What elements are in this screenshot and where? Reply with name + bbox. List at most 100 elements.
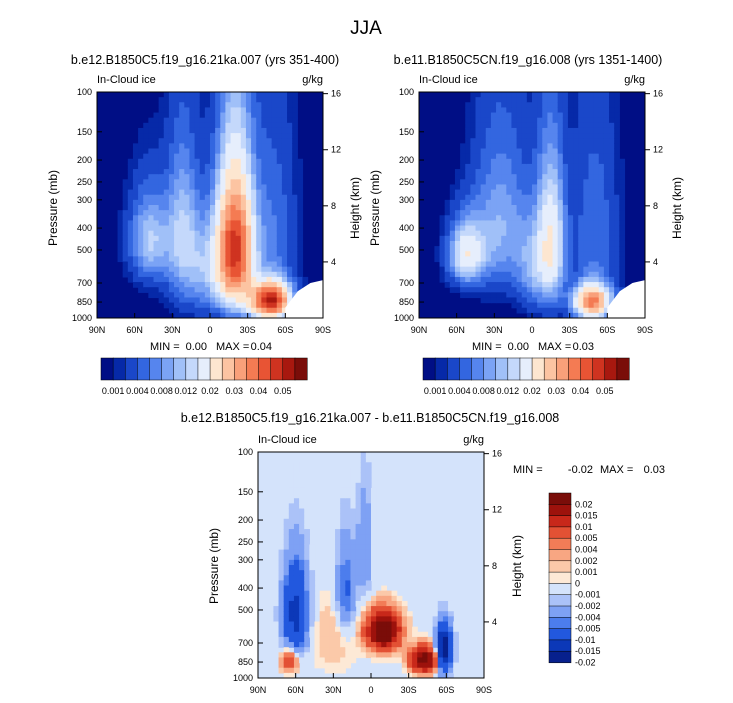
contour-cell xyxy=(562,210,569,216)
contour-cell xyxy=(439,240,446,247)
contour-cell xyxy=(281,205,288,211)
contour-cell xyxy=(532,169,538,175)
colorbar-label: -0.004 xyxy=(575,612,601,622)
contour-cell xyxy=(293,529,300,535)
contour-cell xyxy=(355,529,362,535)
contour-cell xyxy=(371,652,377,659)
contour-cell xyxy=(567,97,574,103)
contour-cell xyxy=(204,148,211,155)
contour-cell xyxy=(204,133,211,139)
contour-cell xyxy=(168,184,175,191)
contour-cell xyxy=(437,636,444,643)
contour-cell xyxy=(460,266,466,273)
contour-cell xyxy=(386,600,393,607)
contour-cell xyxy=(127,266,134,273)
contour-cell xyxy=(598,169,605,175)
contour-cell xyxy=(511,117,518,124)
contour-cell xyxy=(251,127,257,134)
contour-cell xyxy=(465,225,471,232)
colorbar-label: 0.01 xyxy=(575,522,593,532)
contour-cell xyxy=(598,92,605,98)
contour-cell xyxy=(355,482,362,489)
contour-cell xyxy=(143,169,149,175)
contour-cell xyxy=(501,107,507,114)
contour-cell xyxy=(490,107,497,114)
contour-cell xyxy=(329,631,336,638)
contour-cell xyxy=(309,575,316,582)
contour-cell xyxy=(371,626,377,633)
contour-cell xyxy=(511,174,518,180)
contour-cell xyxy=(220,251,227,257)
contour-cell xyxy=(439,251,446,257)
contour-cell xyxy=(562,240,569,247)
contour-cell xyxy=(542,205,549,211)
contour-cell xyxy=(350,559,357,566)
contour-cell xyxy=(371,498,377,504)
colorbar-box xyxy=(568,357,582,381)
contour-cell xyxy=(293,570,300,576)
contour-cell xyxy=(148,292,155,299)
contour-cell xyxy=(266,261,273,268)
contour-cell xyxy=(225,312,232,318)
contour-cell xyxy=(391,626,398,633)
colorbar-box xyxy=(483,357,497,381)
contour-cell xyxy=(475,215,482,222)
contour-cell xyxy=(266,225,273,232)
contour-cell xyxy=(588,112,595,119)
contour-cell xyxy=(210,282,216,288)
contour-cell xyxy=(588,189,595,196)
contour-cell xyxy=(593,271,600,278)
contour-cell xyxy=(542,148,549,155)
contour-cell xyxy=(288,621,295,628)
contour-cell xyxy=(542,210,549,216)
contour-cell xyxy=(365,565,372,571)
contour-cell xyxy=(547,307,554,314)
colorbar-label: 0.012 xyxy=(175,386,198,396)
contour-cell xyxy=(283,503,290,510)
contour-cell xyxy=(603,205,610,211)
contour-cell xyxy=(335,570,341,576)
contour-cell xyxy=(345,467,352,474)
contour-cell xyxy=(309,621,316,628)
contour-cell xyxy=(148,230,155,237)
contour-cell xyxy=(619,251,626,257)
contour-cell xyxy=(174,271,180,278)
contour-cell xyxy=(360,457,367,463)
contour-cell xyxy=(210,302,216,309)
contour-cell xyxy=(381,595,388,602)
contour-cell xyxy=(480,256,487,263)
contour-cell xyxy=(143,199,149,206)
contour-cell xyxy=(371,631,377,638)
contour-cell xyxy=(245,117,252,124)
contour-cell xyxy=(245,163,252,170)
contour-cell xyxy=(562,230,569,237)
contour-cell xyxy=(215,276,221,283)
contour-cell xyxy=(283,529,290,535)
contour-cell xyxy=(506,205,513,211)
contour-cell xyxy=(521,127,528,134)
contour-cell xyxy=(309,549,316,556)
contour-cell xyxy=(288,508,295,515)
contour-cell xyxy=(501,153,507,160)
contour-cell xyxy=(215,215,221,222)
contour-cell xyxy=(235,199,242,206)
contour-cell xyxy=(324,647,331,653)
contour-cell xyxy=(210,97,216,103)
contour-cell xyxy=(516,266,523,273)
contour-cell xyxy=(521,107,528,114)
contour-cell xyxy=(573,266,579,273)
contour-cell xyxy=(583,215,590,222)
contour-cell xyxy=(271,158,278,165)
contour-cell xyxy=(485,127,492,134)
contour-cell xyxy=(299,570,305,576)
panel-2-min-label: MIN = xyxy=(472,341,502,353)
contour-cell xyxy=(158,210,165,216)
contour-cell xyxy=(261,271,268,278)
contour-cell xyxy=(245,189,252,196)
contour-cell xyxy=(532,158,538,165)
contour-cell xyxy=(153,194,160,201)
contour-cell xyxy=(240,246,247,252)
contour-cell xyxy=(143,194,149,201)
contour-cell xyxy=(578,225,584,232)
contour-cell xyxy=(614,271,620,278)
